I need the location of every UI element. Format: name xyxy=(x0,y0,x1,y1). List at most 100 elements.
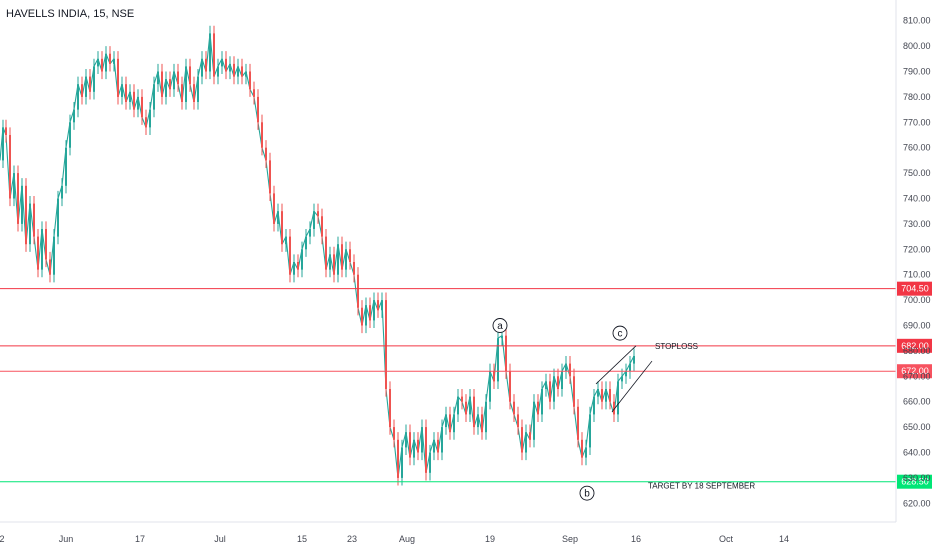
candle-body xyxy=(541,389,543,415)
candle-body xyxy=(21,185,23,224)
candle-body xyxy=(421,427,423,453)
candle-body xyxy=(161,71,163,97)
wave-label-a: a xyxy=(497,321,503,332)
candle-body xyxy=(93,66,95,92)
candle-body xyxy=(601,389,603,402)
price-tick-label: 730.00 xyxy=(903,219,931,229)
candle-body xyxy=(393,427,395,440)
price-tick-label: 750.00 xyxy=(903,168,931,178)
candle-body xyxy=(433,439,435,453)
candle-body xyxy=(45,228,47,260)
price-tag-box xyxy=(897,281,932,296)
candle-body xyxy=(349,249,351,262)
price-tick-label: 760.00 xyxy=(903,143,931,153)
price-tag-label: 672.00 xyxy=(901,366,929,376)
candle-body xyxy=(469,396,471,415)
candle-body xyxy=(445,414,447,428)
candle-body xyxy=(613,401,615,415)
price-tick-label: 640.00 xyxy=(903,448,931,458)
candle-body xyxy=(305,236,307,250)
candle-body xyxy=(317,211,319,217)
candle-body xyxy=(549,381,551,402)
candle-body xyxy=(97,58,99,67)
price-tick-label: 660.00 xyxy=(903,397,931,407)
price-tick-label: 740.00 xyxy=(903,194,931,204)
candle-body xyxy=(2,127,4,161)
price-tag: 682.00 xyxy=(897,338,932,353)
price-tag-box xyxy=(897,364,932,379)
candle-body xyxy=(29,203,31,245)
candle-body xyxy=(65,147,67,186)
candle-body xyxy=(585,447,587,458)
chart-title: HAVELLS INDIA, 15, NSE xyxy=(6,8,135,20)
price-tick-label: 770.00 xyxy=(903,117,931,127)
candle-body xyxy=(173,71,175,90)
candle-body xyxy=(25,185,27,245)
candle-body xyxy=(261,122,263,148)
candle-body xyxy=(297,262,299,270)
candle-body xyxy=(493,371,495,382)
candle-body xyxy=(37,236,39,270)
candle-body xyxy=(253,89,255,97)
price-tick-label: 790.00 xyxy=(903,67,931,77)
candle-body xyxy=(537,401,539,415)
candle-body xyxy=(337,244,339,275)
candle-body xyxy=(425,427,427,473)
candle-body xyxy=(341,244,343,270)
price-tick-label: 700.00 xyxy=(903,295,931,305)
candle-body xyxy=(505,335,507,372)
candle-body xyxy=(257,96,259,123)
candle-body xyxy=(389,389,391,428)
time-tick-label: Aug xyxy=(399,534,415,544)
candle-body xyxy=(605,389,607,402)
candle-body xyxy=(437,439,439,453)
price-axis[interactable]: 810.00 800.00 790.00 780.00 770.00 760.00 750.… xyxy=(903,16,931,509)
candle-body xyxy=(141,96,143,118)
candle-body xyxy=(409,432,411,458)
candle-body xyxy=(621,376,623,382)
candle-body xyxy=(57,198,59,237)
annotation-text: STOPLOSS xyxy=(655,342,698,351)
candle-body xyxy=(105,53,107,72)
candle-body xyxy=(629,363,631,372)
candle-body xyxy=(377,300,379,311)
price-path xyxy=(0,25,635,486)
price-tick-label: 650.00 xyxy=(903,422,931,432)
candle-body xyxy=(369,305,371,321)
candle-body xyxy=(481,414,483,433)
candle-body xyxy=(381,300,383,311)
price-tick-label: 810.00 xyxy=(903,16,931,26)
candle-body xyxy=(581,439,583,458)
candle-body xyxy=(501,335,503,339)
price-tick-label: 720.00 xyxy=(903,244,931,254)
candle-body xyxy=(385,300,387,389)
candle-body xyxy=(417,439,419,453)
candle-body xyxy=(269,160,271,194)
time-tick-label: 17 xyxy=(135,534,145,544)
candle-body xyxy=(489,371,491,402)
candle-body xyxy=(617,381,619,415)
candle-body xyxy=(277,211,279,224)
candle-body xyxy=(533,401,535,440)
candle-body xyxy=(225,58,227,72)
time-axis[interactable]: 2 Jun 17 Jul 15 23 Aug 19 Sep 16 Oct 14 xyxy=(0,534,789,544)
time-tick-label: 16 xyxy=(631,534,641,544)
candle-body xyxy=(429,452,431,473)
candle-body xyxy=(177,71,179,85)
candle-body xyxy=(237,66,239,77)
candle-body xyxy=(477,414,479,428)
candle-body xyxy=(293,262,295,275)
candle-body xyxy=(197,76,199,102)
wave-label-circle xyxy=(612,325,628,341)
candle-body xyxy=(217,66,219,77)
candle-body xyxy=(565,363,567,372)
candle-body xyxy=(397,439,399,478)
price-tick-label: 690.00 xyxy=(903,321,931,331)
candle-body xyxy=(509,371,511,402)
candle-body xyxy=(577,406,579,440)
candle-body xyxy=(89,76,91,92)
candle-body xyxy=(185,66,187,102)
candle-body xyxy=(9,135,11,199)
